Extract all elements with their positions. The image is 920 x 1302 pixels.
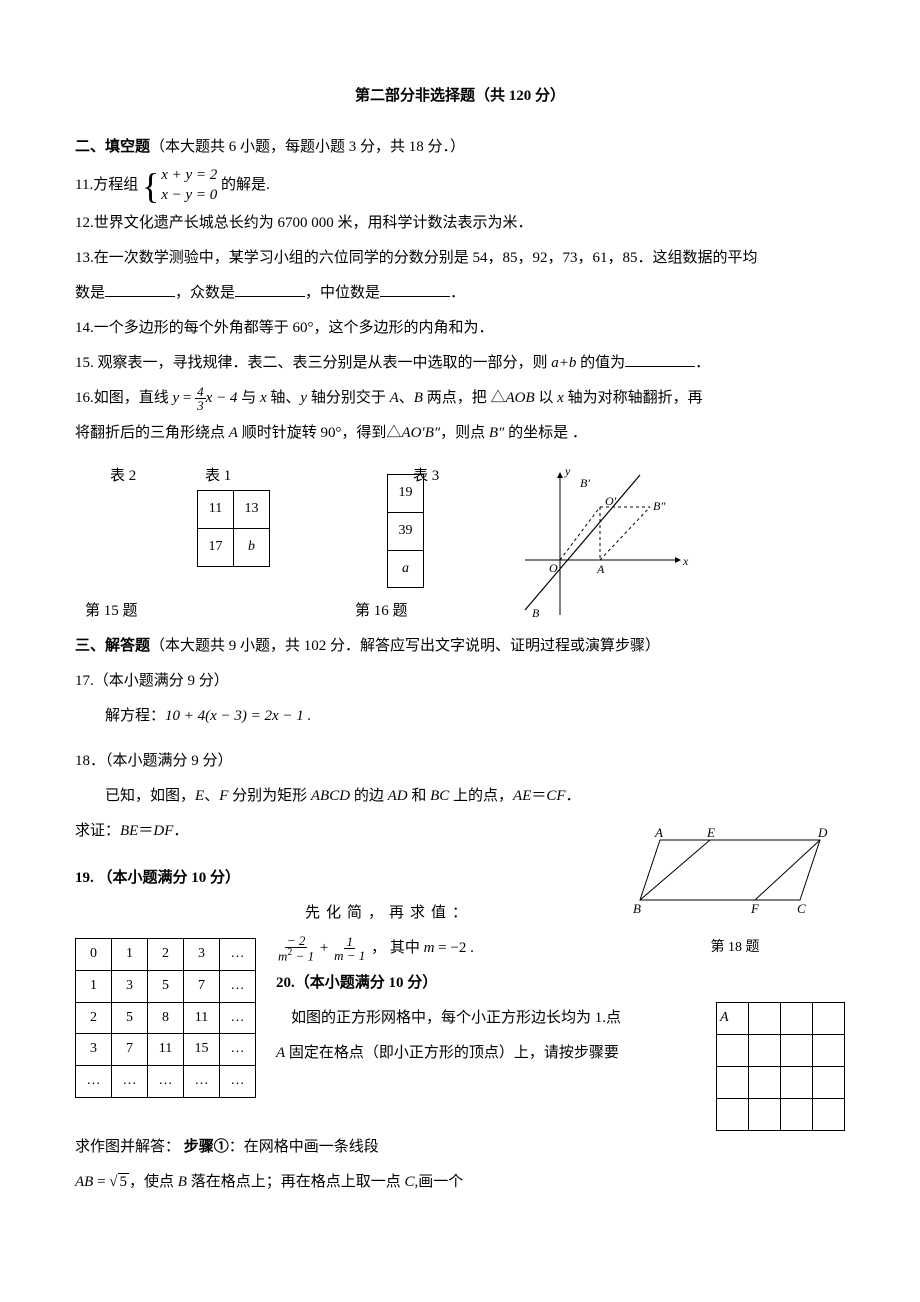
page-title: 第二部分非选择题（共 120 分） <box>75 80 845 113</box>
caption-q15: 第 15 题 <box>85 595 138 628</box>
q11-eq2: x − y = 0 <box>161 186 217 206</box>
q16-eq: y = 43x − 4 <box>173 390 238 406</box>
svg-text:B: B <box>532 606 540 620</box>
q19-pre: 先化简，再求值： <box>305 897 845 930</box>
q15-b: 的值为 <box>576 355 625 371</box>
blank-mean <box>105 282 175 297</box>
q15-ab: a+b <box>551 355 576 371</box>
table-3: 19 39 a <box>387 474 424 588</box>
label-table2: 表 2 <box>110 460 136 493</box>
q13-l1: 13.在一次数学测验中，某学习小组的六位同学的分数分别是 54，85，92，73… <box>75 242 845 275</box>
section-3-note: （本大题共 9 小题，共 102 分．解答应写出文字说明、证明过程或演算步骤） <box>150 638 660 654</box>
q15-a: 15. 观察表一，寻找规律．表二、表三分别是从表一中选取的一部分，则 <box>75 355 551 371</box>
figure-q15-q16: 表 2 表 1 表 3 1113 17b 19 39 a y x O A B B… <box>75 460 845 630</box>
q16-l1: 16.如图，直线 y = 43x − 4 与 x 轴、y 轴分别交于 A、B 两… <box>75 382 845 415</box>
grid-q20: A <box>716 1002 845 1131</box>
table-q15-main: 0123… 1357… 25811… 371115… …………… <box>75 938 256 1098</box>
blank-median <box>380 282 450 297</box>
section-2-head: 二、填空题 <box>75 139 150 155</box>
q16-a: 16.如图，直线 <box>75 390 173 406</box>
q16-l2: 将翻折后的三角形绕点 A 顺时针旋转 90°，得到△AO′B″，则点 B″ 的坐… <box>75 417 845 450</box>
section-2-note: （本大题共 6 小题，每题小题 3 分，共 18 分．） <box>150 139 465 155</box>
q13-c: ，中位数是 <box>305 285 380 301</box>
q13-l2: 数是 ，众数是 ，中位数是 ． <box>75 277 845 310</box>
q17-head: 17.（本小题满分 9 分） <box>75 665 845 698</box>
blank-mode <box>235 282 305 297</box>
svg-text:x: x <box>682 554 689 568</box>
q18-head: 18．（本小题满分 9 分） <box>75 745 845 778</box>
q12: 12.世界文化遗产长城总长约为 6700 000 米，用科学计数法表示为米． <box>75 207 845 240</box>
section-3-head: 三、解答题 <box>75 638 150 654</box>
label-table1: 表 1 <box>205 460 231 493</box>
svg-text:O: O <box>549 561 558 575</box>
svg-text:D: D <box>817 825 828 840</box>
q20-l3: 求作图并解答： 步骤①：在网格中画一条线段 <box>75 1131 845 1164</box>
table-1: 1113 17b <box>197 490 270 567</box>
svg-text:B″: B″ <box>653 499 666 513</box>
svg-text:y: y <box>564 465 571 478</box>
q13-d: ． <box>450 285 465 301</box>
q13-a: 数是 <box>75 285 105 301</box>
svg-text:E: E <box>706 825 715 840</box>
q18-body: 已知，如图，E、F 分别为矩形 ABCD 的边 AD 和 BC 上的点，AE＝C… <box>75 780 845 813</box>
q11: 11.方程组 { x + y = 2 x − y = 0 的解是. <box>75 166 845 205</box>
svg-text:O′: O′ <box>605 494 617 508</box>
q11-pre: 11.方程组 <box>75 177 142 193</box>
q15: 15. 观察表一，寻找规律．表二、表三分别是从表一中选取的一部分，则 a+b 的… <box>75 347 845 380</box>
q13-b: ，众数是 <box>175 285 235 301</box>
q14: 14.一个多边形的每个外角都等于 60°，这个多边形的内角和为． <box>75 312 845 345</box>
caption-q16: 第 16 题 <box>355 595 408 628</box>
svg-text:A: A <box>654 825 663 840</box>
q11-eq1: x + y = 2 <box>161 166 217 186</box>
q11-system: { x + y = 2 x − y = 0 <box>142 166 217 205</box>
blank-q15 <box>625 352 695 367</box>
q20-l4: AB = √5，使点 B 落在格点上；再在格点上取一点 C,画一个 <box>75 1166 845 1199</box>
svg-text:B′: B′ <box>580 476 590 490</box>
q15-c: ． <box>695 355 710 371</box>
graph-q16: y x O A B B′ O′ B″ <box>505 465 705 620</box>
q11-post: 的解是. <box>221 177 270 193</box>
q17-body: 解方程：10 + 4(x − 3) = 2x − 1 . <box>75 700 845 733</box>
svg-text:A: A <box>596 562 605 576</box>
